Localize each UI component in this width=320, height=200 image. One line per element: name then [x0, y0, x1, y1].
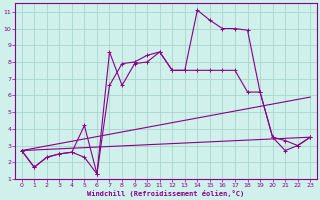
- X-axis label: Windchill (Refroidissement éolien,°C): Windchill (Refroidissement éolien,°C): [87, 190, 244, 197]
